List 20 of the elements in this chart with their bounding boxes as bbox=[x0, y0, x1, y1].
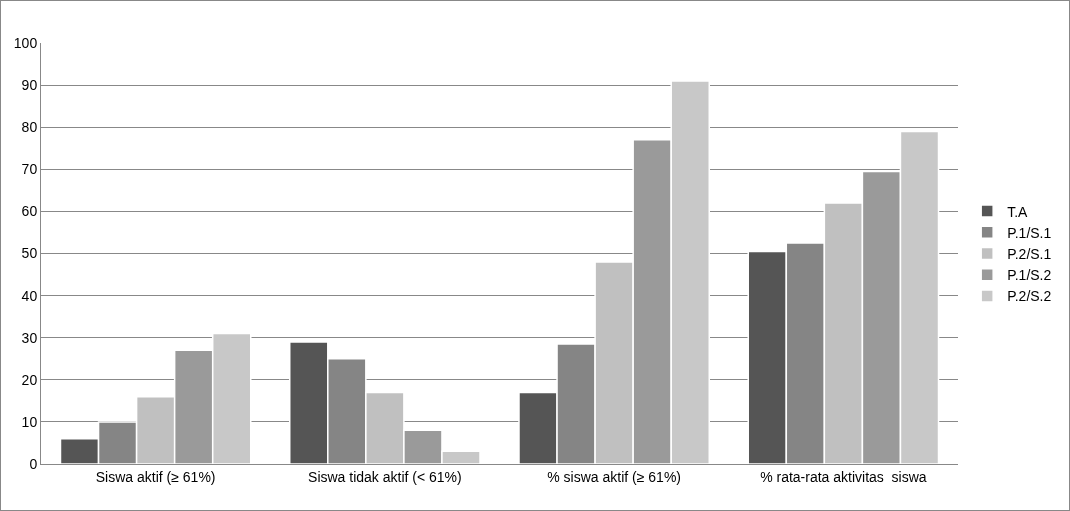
legend-label: P.2/S.1 bbox=[1007, 245, 1052, 262]
legend-label: P.1/S.2 bbox=[1007, 267, 1052, 284]
y-tick-label: 30 bbox=[21, 329, 38, 346]
x-tick-label: % siswa aktif (≥ 61%) bbox=[547, 468, 681, 485]
y-tick-label: 90 bbox=[21, 77, 38, 93]
y-tick-label: 80 bbox=[21, 119, 38, 136]
legend-label: P.2/S.2 bbox=[1007, 288, 1052, 305]
y-tick-label: 0 bbox=[29, 455, 38, 472]
x-tick-label: Siswa tidak aktif (< 61%) bbox=[308, 468, 462, 485]
legend-label: P.1/S.1 bbox=[1007, 224, 1052, 241]
x-tick-label: Siswa aktif (≥ 61%) bbox=[95, 468, 216, 485]
y-tick-label: 10 bbox=[21, 413, 38, 430]
y-tick-label: 100 bbox=[13, 34, 38, 51]
legend-label: T.A bbox=[1007, 203, 1029, 220]
y-tick-label: 60 bbox=[21, 203, 38, 220]
y-tick-label: 40 bbox=[21, 287, 38, 304]
y-tick-label: 50 bbox=[21, 245, 38, 262]
y-tick-label: 20 bbox=[21, 371, 38, 388]
y-tick-label: 70 bbox=[21, 161, 38, 178]
x-tick-label: % rata-rata aktivitas siswa bbox=[760, 468, 927, 485]
